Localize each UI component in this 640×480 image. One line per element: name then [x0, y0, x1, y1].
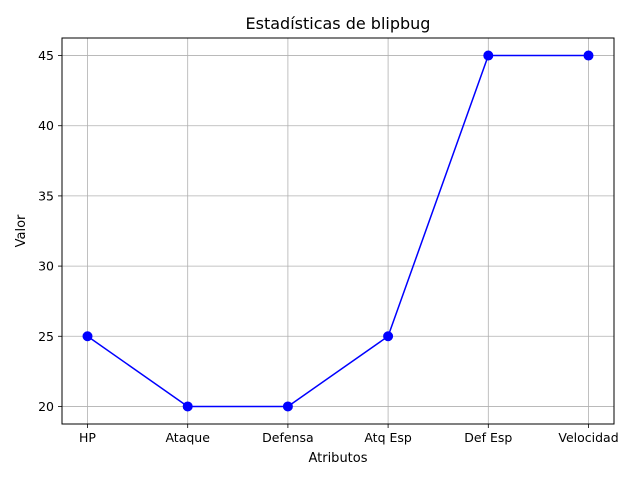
x-tick-label: Velocidad: [558, 430, 618, 445]
y-tick-label: 35: [38, 188, 54, 203]
data-point: [282, 401, 293, 412]
x-tick-label: Ataque: [165, 430, 210, 445]
y-tick-label: 30: [38, 259, 54, 274]
x-tick-label: HP: [79, 430, 96, 445]
grid: [62, 38, 614, 424]
data-point: [383, 331, 394, 342]
ticks: HP Ataque Defensa Atq Esp Def Esp Velocidad 20…: [38, 48, 619, 445]
x-axis-label: Atributos: [308, 451, 367, 466]
data-point: [483, 50, 494, 61]
x-tick-label: Def Esp: [464, 430, 512, 445]
data-point: [182, 401, 193, 412]
chart-title: Estadísticas de blipbug: [246, 14, 431, 33]
plot-frame: [61, 37, 615, 425]
x-tick-label: Atq Esp: [364, 430, 412, 445]
y-tick-label: 40: [38, 118, 54, 133]
y-tick-label: 20: [38, 399, 54, 414]
y-tick-label: 45: [38, 48, 54, 63]
series-layer: [82, 50, 594, 412]
y-tick-label: 25: [38, 329, 54, 344]
series-line: [87, 54, 589, 408]
x-tick-label: Defensa: [262, 430, 314, 445]
data-point: [583, 50, 594, 61]
data-point: [82, 331, 93, 342]
y-axis-label: Valor: [14, 214, 29, 247]
